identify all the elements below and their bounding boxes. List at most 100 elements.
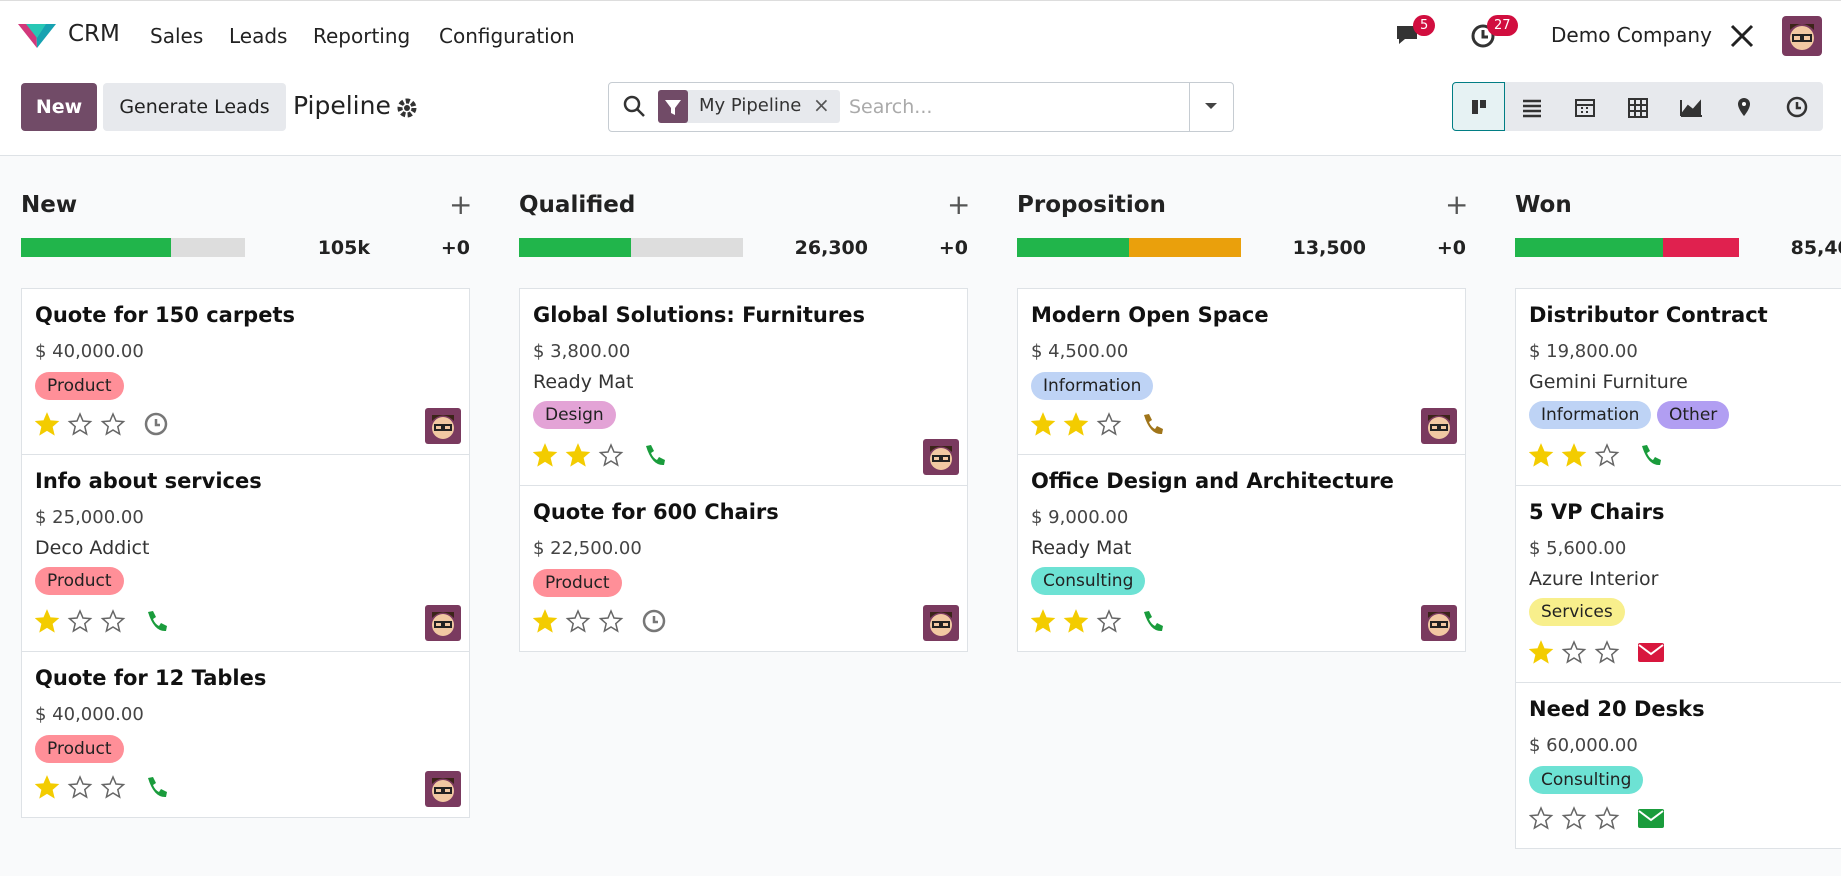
priority-stars[interactable] (34, 410, 135, 438)
new-button[interactable]: New (21, 83, 97, 131)
column-total: 105k (317, 237, 370, 259)
activity-icon[interactable] (143, 608, 171, 636)
card-amount: $ 22,500.00 (533, 538, 642, 559)
view-button[interactable] (1664, 82, 1717, 131)
card-amount: $ 40,000.00 (35, 704, 144, 725)
generate-leads-button[interactable]: Generate Leads (103, 83, 286, 131)
tag: Consulting (1529, 766, 1644, 794)
card-title: Quote for 12 Tables (35, 666, 267, 690)
activities-icon[interactable] (1470, 22, 1498, 50)
progress-segment[interactable] (1515, 238, 1663, 257)
search-divider (1189, 82, 1190, 132)
menu-item[interactable]: Leads (229, 24, 288, 48)
app-name[interactable]: CRM (68, 21, 120, 47)
salesperson-avatar[interactable] (1421, 605, 1457, 641)
priority-stars[interactable] (1528, 441, 1629, 469)
salesperson-avatar[interactable] (425, 605, 461, 641)
menu-item[interactable]: Sales (150, 24, 204, 48)
view-button[interactable] (1452, 82, 1505, 131)
search-icon (623, 95, 645, 117)
facet-label: My Pipeline (699, 95, 802, 116)
quick-create[interactable]: + (947, 188, 971, 221)
priority-stars[interactable] (532, 607, 633, 635)
activity-icon[interactable] (143, 774, 171, 802)
view-button[interactable] (1558, 82, 1611, 131)
tag: Services (1529, 598, 1625, 626)
column-total: 85,400 (1790, 237, 1841, 259)
priority-stars[interactable] (1528, 638, 1629, 666)
view-button[interactable] (1611, 82, 1664, 131)
card-amount: $ 4,500.00 (1031, 341, 1129, 362)
progress-segment[interactable] (1129, 238, 1241, 257)
card-amount: $ 25,000.00 (35, 507, 144, 528)
activity-icon[interactable] (1139, 411, 1167, 439)
salesperson-avatar[interactable] (1421, 408, 1457, 444)
activity-icon[interactable] (641, 442, 669, 470)
priority-stars[interactable] (1528, 804, 1629, 832)
column-title: Won (1515, 192, 1572, 218)
lead-card[interactable]: 5 VP Chairs $ 5,600.00 Azure Interior Servi… (1515, 485, 1841, 683)
view-button[interactable] (1717, 82, 1770, 131)
tag: Product (35, 372, 124, 400)
progress-segment[interactable] (1662, 238, 1739, 257)
priority-stars[interactable] (1030, 410, 1131, 438)
quick-create[interactable]: + (449, 188, 473, 221)
lead-card[interactable]: Distributor Contract $ 19,800.00 Gemini Fu… (1515, 288, 1841, 486)
lead-card[interactable]: Office Design and Architecture $ 9,000.00… (1017, 454, 1466, 652)
lead-card[interactable]: Info about services $ 25,000.00 Deco Addic… (21, 454, 470, 652)
card-company: Gemini Furniture (1529, 371, 1688, 393)
messages-icon[interactable] (1394, 22, 1424, 50)
card-amount: $ 3,800.00 (533, 341, 631, 362)
priority-stars[interactable] (1030, 607, 1131, 635)
debug-tools[interactable] (1729, 23, 1755, 49)
lead-card[interactable]: Quote for 12 Tables $ 40,000.00 Product (21, 651, 470, 818)
salesperson-avatar[interactable] (425, 408, 461, 444)
view-button[interactable] (1505, 82, 1558, 131)
lead-card[interactable]: Quote for 150 carpets $ 40,000.00 Product (21, 288, 470, 455)
card-amount: $ 9,000.00 (1031, 507, 1129, 528)
settings-gear[interactable] (396, 97, 418, 119)
search-input[interactable]: Search... (849, 96, 933, 118)
priority-stars[interactable] (34, 773, 135, 801)
filter-facet[interactable] (658, 90, 840, 123)
column-total: 13,500 (1292, 237, 1366, 259)
tag: Product (35, 735, 124, 763)
activity-icon[interactable] (1637, 805, 1665, 833)
lead-card[interactable]: Need 20 Desks $ 60,000.00 Consulting (1515, 682, 1841, 849)
company-switcher[interactable]: Demo Company (1551, 23, 1712, 47)
menu-item[interactable]: Reporting (313, 24, 411, 48)
lead-card[interactable]: Global Solutions: Furnitures $ 3,800.00 Re… (519, 288, 968, 486)
salesperson-avatar[interactable] (923, 439, 959, 475)
progress-segment[interactable] (631, 238, 743, 257)
activity-icon[interactable] (1637, 639, 1665, 667)
card-title: Global Solutions: Furnitures (533, 303, 865, 327)
card-company: Deco Addict (35, 537, 150, 559)
search-dropdown[interactable] (1203, 99, 1219, 113)
activity-icon[interactable] (641, 608, 669, 636)
user-avatar[interactable] (1782, 16, 1822, 56)
progress-segment[interactable] (171, 238, 245, 257)
lead-card[interactable]: Quote for 600 Chairs $ 22,500.00 Product (519, 485, 968, 652)
view-button[interactable] (1770, 82, 1823, 131)
progress-segment[interactable] (519, 238, 631, 257)
card-title: Need 20 Desks (1529, 697, 1705, 721)
app-logo[interactable] (16, 18, 58, 52)
card-amount: $ 60,000.00 (1529, 735, 1638, 756)
lead-card[interactable]: Modern Open Space $ 4,500.00 Information (1017, 288, 1466, 455)
activity-icon[interactable] (1637, 442, 1665, 470)
salesperson-avatar[interactable] (923, 605, 959, 641)
progress-segment[interactable] (21, 238, 172, 257)
tag: Design (533, 401, 616, 429)
quick-create[interactable]: + (1445, 188, 1469, 221)
facet-remove[interactable]: × (813, 93, 830, 117)
card-amount: $ 40,000.00 (35, 341, 144, 362)
card-title: Quote for 150 carpets (35, 303, 295, 327)
activity-icon[interactable] (143, 411, 171, 439)
column-title: Qualified (519, 192, 636, 218)
priority-stars[interactable] (532, 441, 633, 469)
menu-item[interactable]: Configuration (439, 24, 575, 48)
progress-segment[interactable] (1017, 238, 1129, 257)
salesperson-avatar[interactable] (425, 771, 461, 807)
activity-icon[interactable] (1139, 608, 1167, 636)
priority-stars[interactable] (34, 607, 135, 635)
